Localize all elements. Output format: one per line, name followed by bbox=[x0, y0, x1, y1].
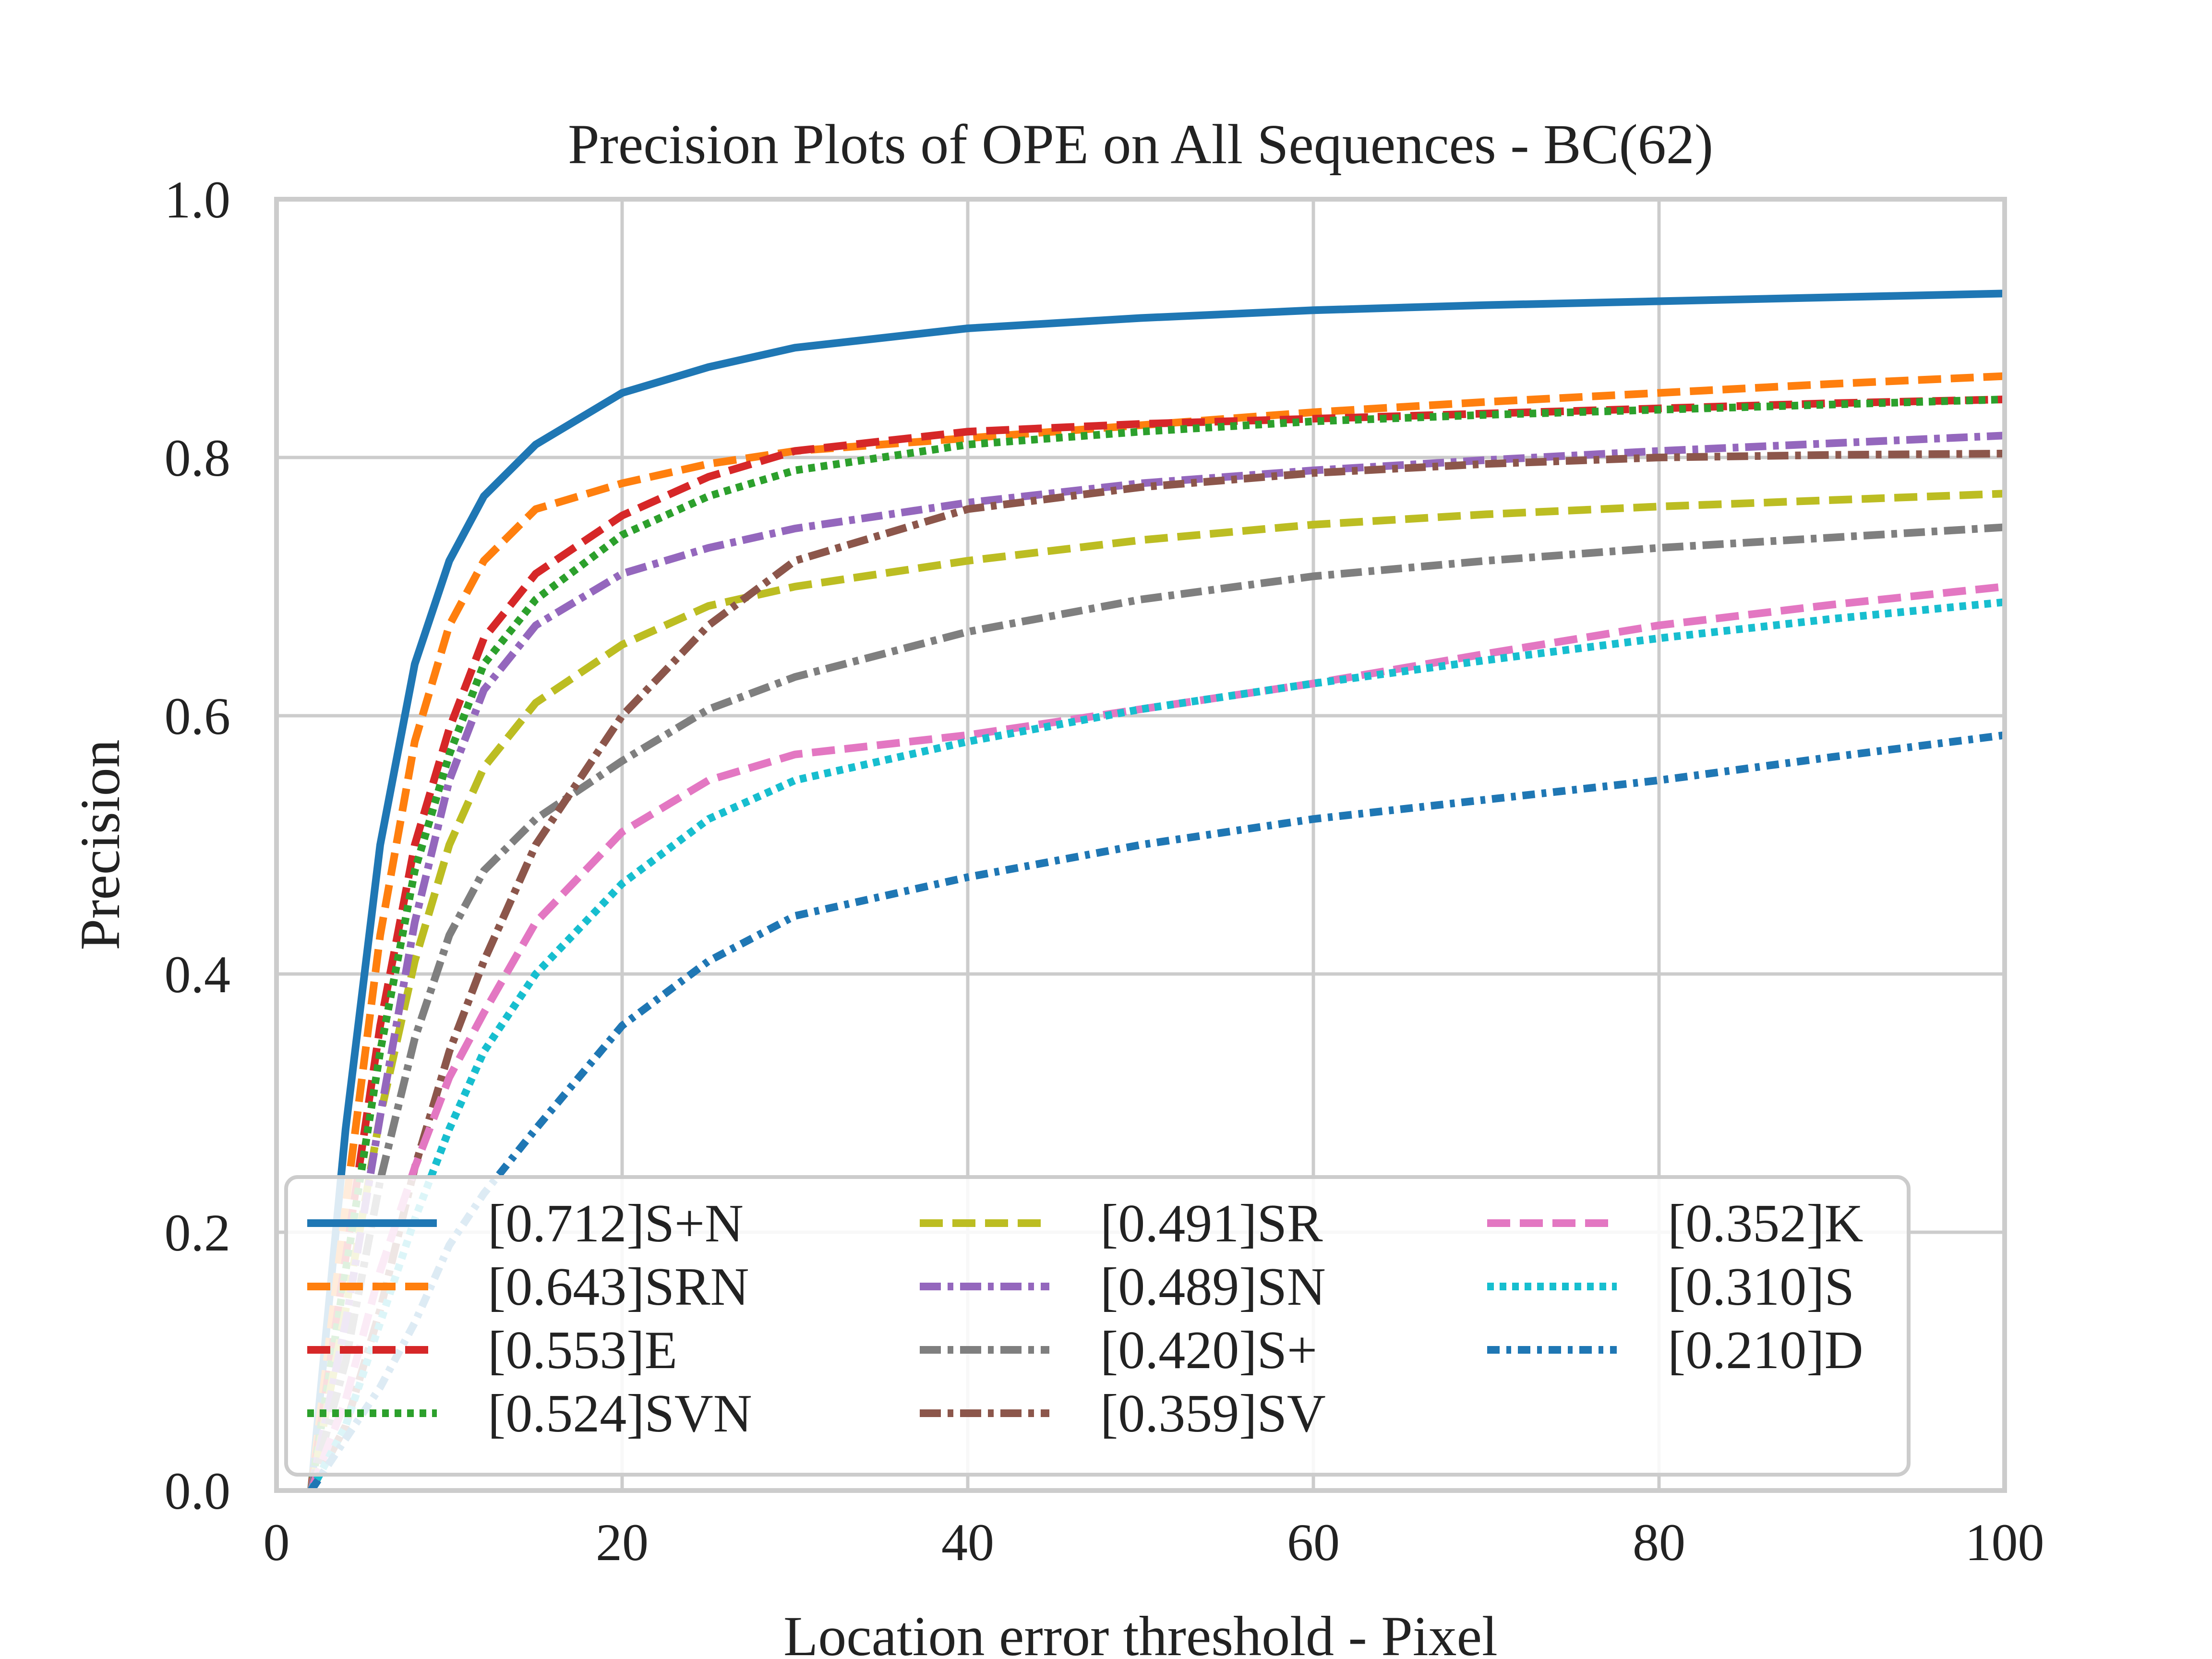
y-axis-ticks: 0.0 0.2 0.4 0.6 0.8 1.0 bbox=[165, 170, 231, 1520]
legend-label: [0.524]SVN bbox=[488, 1384, 752, 1443]
x-tick-label: 60 bbox=[1287, 1513, 1340, 1572]
legend-box bbox=[284, 1175, 1911, 1477]
legend-label: [0.643]SRN bbox=[488, 1257, 749, 1317]
y-axis-label: Precision bbox=[69, 739, 132, 950]
series-line-4 bbox=[307, 396, 2005, 1491]
series-line-5 bbox=[307, 490, 2005, 1491]
series-line-2 bbox=[307, 372, 2005, 1491]
legend-label: [0.491]SR bbox=[1100, 1194, 1323, 1253]
x-tick-label: 80 bbox=[1633, 1513, 1685, 1572]
legend-label: [0.420]S+ bbox=[1100, 1321, 1317, 1380]
y-tick-label: 1.0 bbox=[165, 170, 231, 229]
x-axis-ticks: 0 20 40 60 80 100 bbox=[264, 1513, 2044, 1572]
x-axis-label: Location error threshold - Pixel bbox=[783, 1605, 1498, 1659]
x-tick-label: 100 bbox=[1965, 1513, 2044, 1572]
y-tick-label: 0.2 bbox=[165, 1203, 231, 1262]
legend-label: [0.553]E bbox=[488, 1321, 677, 1380]
legend-label: [0.712]S+N bbox=[488, 1194, 744, 1253]
series-line-1 bbox=[307, 289, 2005, 1491]
legend: [0.712]S+N[0.643]SRN[0.553]E[0.524]SVN [0… bbox=[284, 1175, 1911, 1477]
y-tick-label: 0.8 bbox=[165, 429, 231, 487]
legend-label: [0.352]K bbox=[1668, 1194, 1863, 1253]
legend-items: [0.712]S+N[0.643]SRN[0.553]E[0.524]SVN [0… bbox=[307, 1194, 1863, 1443]
x-tick-label: 20 bbox=[596, 1513, 649, 1572]
legend-label: [0.310]S bbox=[1668, 1257, 1854, 1317]
legend-label: [0.210]D bbox=[1668, 1321, 1863, 1380]
series-line-6 bbox=[307, 432, 2005, 1491]
x-tick-label: 40 bbox=[941, 1513, 994, 1572]
chart-title: Precision Plots of OPE on All Sequences … bbox=[568, 113, 1713, 176]
y-tick-label: 0.4 bbox=[165, 945, 231, 1004]
y-tick-label: 0.6 bbox=[165, 687, 231, 745]
legend-label: [0.489]SN bbox=[1100, 1257, 1326, 1317]
series-line-7 bbox=[307, 523, 2005, 1492]
y-tick-label: 0.0 bbox=[165, 1462, 231, 1520]
legend-label: [0.359]SV bbox=[1100, 1384, 1326, 1443]
x-tick-label: 0 bbox=[264, 1513, 290, 1572]
plot-frame bbox=[274, 197, 2007, 1493]
